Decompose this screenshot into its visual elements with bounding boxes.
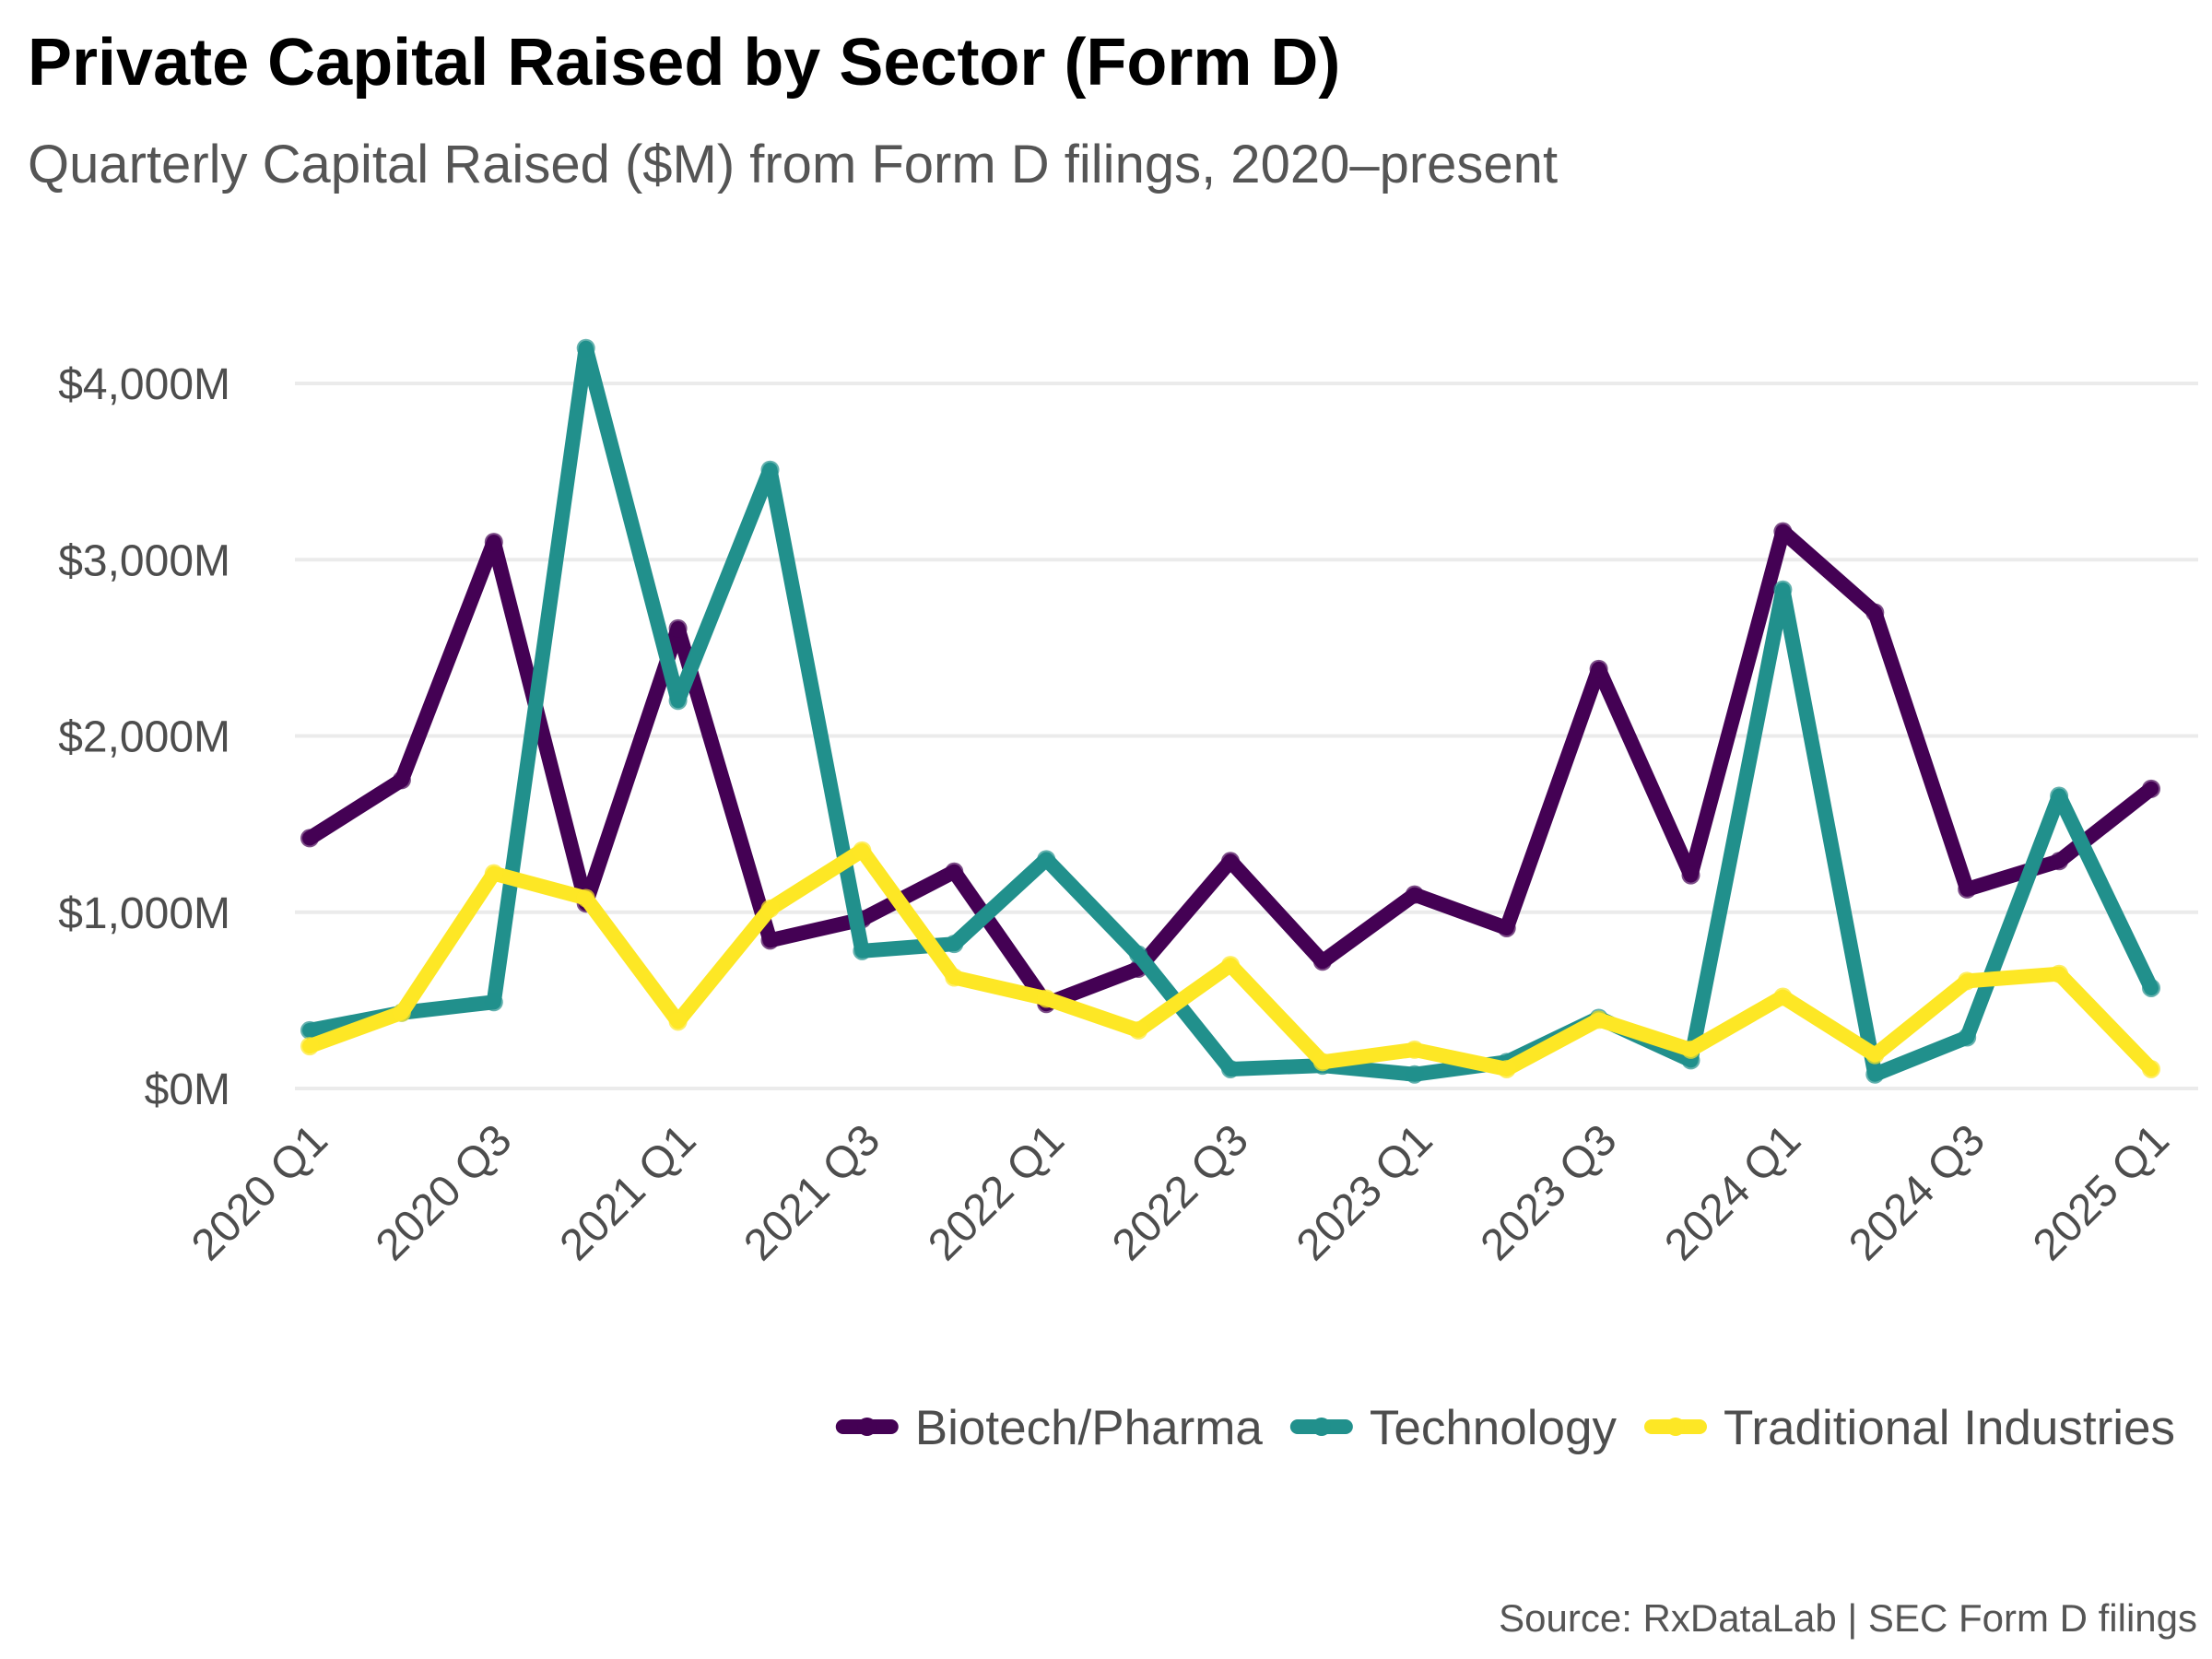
chart-subtitle: Quarterly Capital Raised ($M) from Form …	[28, 135, 1558, 194]
y-tick-label-1: $1,000M	[58, 889, 230, 938]
x-tick-label-2: 2021 Q1	[551, 1115, 706, 1270]
x-tick-label-9: 2024 Q3	[1840, 1115, 1994, 1270]
series-line-0	[302, 524, 2159, 1012]
data-point-1-5	[760, 460, 780, 479]
data-point-1-20	[2142, 978, 2160, 997]
legend-key-1	[1289, 1418, 1353, 1436]
x-tick-label-4: 2022 Q1	[919, 1115, 1074, 1270]
legend-key-point-2	[1666, 1418, 1685, 1436]
data-point-2-17	[1865, 1045, 1885, 1065]
data-point-0-19	[2050, 852, 2069, 871]
y-tick-label-3: $3,000M	[58, 536, 230, 585]
data-point-0-17	[1865, 603, 1885, 622]
data-point-2-5	[760, 899, 780, 918]
series-biotech-pharma	[300, 522, 2160, 1014]
x-tick-label-8: 2024 Q1	[1655, 1115, 1810, 1270]
legend-label-1: Technology	[1370, 1401, 1618, 1455]
legend-key-point-1	[1312, 1418, 1331, 1436]
data-point-0-15	[1681, 865, 1700, 885]
data-point-2-1	[392, 1003, 411, 1022]
data-point-0-12	[1405, 885, 1424, 904]
legend-key-0	[835, 1418, 899, 1436]
data-point-2-13	[1497, 1059, 1516, 1078]
data-point-2-20	[2142, 1059, 2160, 1078]
data-point-1-4	[668, 691, 688, 711]
data-point-2-14	[1589, 1010, 1608, 1030]
data-point-1-16	[1773, 580, 1793, 599]
data-point-0-20	[2142, 779, 2160, 798]
data-point-1-12	[1405, 1065, 1424, 1084]
data-point-2-15	[1681, 1040, 1700, 1059]
x-axis: 2020 Q1 2020 Q3 2021 Q1 2021 Q3 2022 Q1 2022 …	[182, 1115, 2179, 1270]
data-point-1-3	[576, 338, 595, 358]
data-point-1-19	[2050, 786, 2069, 806]
x-tick-label-7: 2023 Q3	[1472, 1115, 1627, 1270]
x-tick-label-6: 2023 Q1	[1288, 1115, 1442, 1270]
series-technology	[300, 338, 2160, 1084]
x-tick-label-3: 2021 Q3	[735, 1115, 889, 1270]
data-point-1-2	[484, 993, 503, 1012]
y-tick-label-2: $2,000M	[58, 713, 230, 762]
data-point-2-16	[1773, 987, 1793, 1006]
chart-caption: Source: RxDataLab | SEC Form D filings	[1499, 1596, 2197, 1640]
data-point-2-18	[1958, 971, 1977, 991]
legend-key-point-0	[857, 1418, 877, 1436]
data-point-2-6	[853, 841, 872, 860]
data-point-0-18	[1958, 879, 1977, 899]
legend-label-0: Biotech/Pharma	[915, 1401, 1264, 1455]
data-point-2-10	[1221, 956, 1240, 975]
x-tick-label-0: 2020 Q1	[182, 1115, 337, 1270]
data-point-0-10	[1221, 852, 1240, 871]
data-point-0-0	[300, 829, 319, 848]
series-traditional-industries	[300, 841, 2160, 1078]
data-point-0-5	[760, 931, 780, 950]
data-point-0-4	[668, 618, 688, 638]
data-point-0-11	[1312, 952, 1332, 971]
data-point-1-9	[1129, 945, 1148, 964]
legend-label-2: Traditional Industries	[1724, 1401, 2175, 1455]
data-point-1-8	[1037, 850, 1056, 869]
data-point-2-4	[668, 1012, 688, 1031]
data-point-0-13	[1497, 918, 1516, 937]
x-tick-label-10: 2025 Q1	[2024, 1115, 2179, 1270]
y-tick-label-0: $0M	[145, 1065, 230, 1114]
data-point-1-7	[945, 935, 964, 954]
data-point-2-12	[1405, 1040, 1424, 1059]
data-point-1-17	[1865, 1065, 1885, 1084]
legend: Biotech/Pharma Technology Traditional Indu…	[835, 1401, 2175, 1455]
data-point-0-7	[945, 862, 964, 881]
data-point-0-1	[392, 771, 411, 790]
data-point-2-8	[1037, 989, 1056, 1008]
data-point-0-16	[1773, 522, 1793, 541]
data-point-2-9	[1129, 1020, 1148, 1040]
data-point-2-19	[2050, 964, 2069, 983]
data-point-2-11	[1312, 1053, 1332, 1072]
y-axis: $0M $1,000M $2,000M $3,000M $4,000M	[58, 360, 230, 1114]
legend-key-2	[1644, 1418, 1707, 1436]
data-point-2-7	[945, 968, 964, 987]
data-point-2-2	[484, 864, 503, 883]
gridlines	[295, 382, 2198, 1090]
data-point-2-3	[576, 888, 595, 908]
data-point-1-6	[853, 941, 872, 960]
x-tick-label-5: 2022 Q3	[1103, 1115, 1258, 1270]
chart-title: Private Capital Raised by Sector (Form D…	[28, 26, 1340, 100]
series-layer	[300, 338, 2160, 1084]
y-tick-label-4: $4,000M	[58, 360, 230, 409]
data-point-0-14	[1589, 659, 1608, 678]
data-point-1-18	[1958, 1028, 1977, 1047]
data-point-2-0	[300, 1037, 319, 1056]
x-tick-label-1: 2020 Q3	[367, 1115, 522, 1270]
data-point-1-10	[1221, 1059, 1240, 1078]
data-point-0-2	[484, 533, 503, 552]
data-point-1-0	[300, 1020, 319, 1040]
